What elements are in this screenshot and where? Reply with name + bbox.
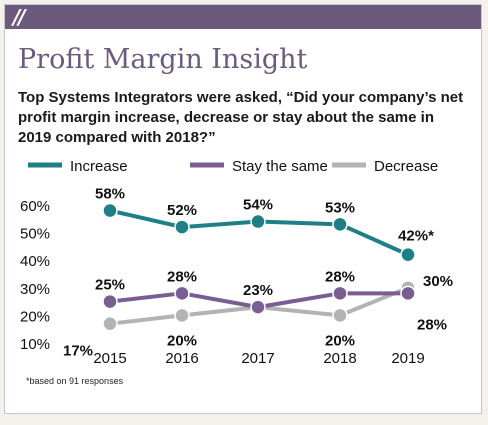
x-tick-label: 2018 (323, 350, 356, 367)
y-tick-label: 30% (20, 281, 50, 298)
x-tick-label: 2016 (165, 350, 198, 367)
data-label: 28% (167, 268, 197, 285)
data-label: 25% (95, 277, 125, 294)
data-label: 30% (423, 273, 453, 290)
data-point (174, 219, 190, 235)
legend-label-3: Decrease (374, 158, 438, 175)
data-point (400, 285, 416, 302)
x-tick-label: 2017 (241, 350, 274, 367)
chart-title: Profit Margin Insight (18, 44, 308, 75)
data-label: 20% (167, 332, 197, 349)
y-tick-label: 20% (20, 308, 50, 325)
x-tick-label: 2019 (391, 350, 424, 367)
data-label: 52% (167, 202, 197, 219)
data-label: 17% (63, 343, 93, 360)
data-point (102, 202, 118, 219)
data-label: 58% (95, 186, 125, 203)
data-point (250, 299, 266, 315)
header-bar: // (5, 5, 481, 29)
y-tick-label: 10% (20, 336, 50, 353)
y-tick-label: 40% (20, 253, 50, 270)
data-label: 42%* (398, 228, 434, 245)
data-point (250, 213, 266, 230)
data-point (400, 246, 416, 263)
data-label: 28% (325, 268, 355, 285)
data-label: 54% (243, 197, 273, 214)
data-point (174, 307, 190, 324)
legend-label-1: Increase (70, 158, 128, 175)
data-point (332, 307, 348, 324)
data-label: 23% (243, 282, 273, 299)
data-point (332, 285, 348, 302)
data-label: 53% (325, 199, 355, 216)
data-label: 20% (325, 332, 355, 349)
data-point (102, 315, 118, 332)
legend-label-2: Stay the same (232, 158, 328, 175)
chart-subtitle: Top Systems Integrators were asked, “Did… (18, 89, 464, 146)
y-tick-label: 50% (20, 226, 50, 243)
x-tick-label: 2015 (93, 350, 126, 367)
data-point (332, 216, 348, 233)
data-point (174, 285, 190, 302)
footnote: *based on 91 responses (26, 376, 124, 386)
slashes-icon: // (13, 5, 26, 29)
y-tick-label: 60% (20, 198, 50, 215)
chart-card: // (4, 4, 482, 414)
data-label: 28% (417, 316, 447, 333)
data-point (102, 293, 118, 310)
